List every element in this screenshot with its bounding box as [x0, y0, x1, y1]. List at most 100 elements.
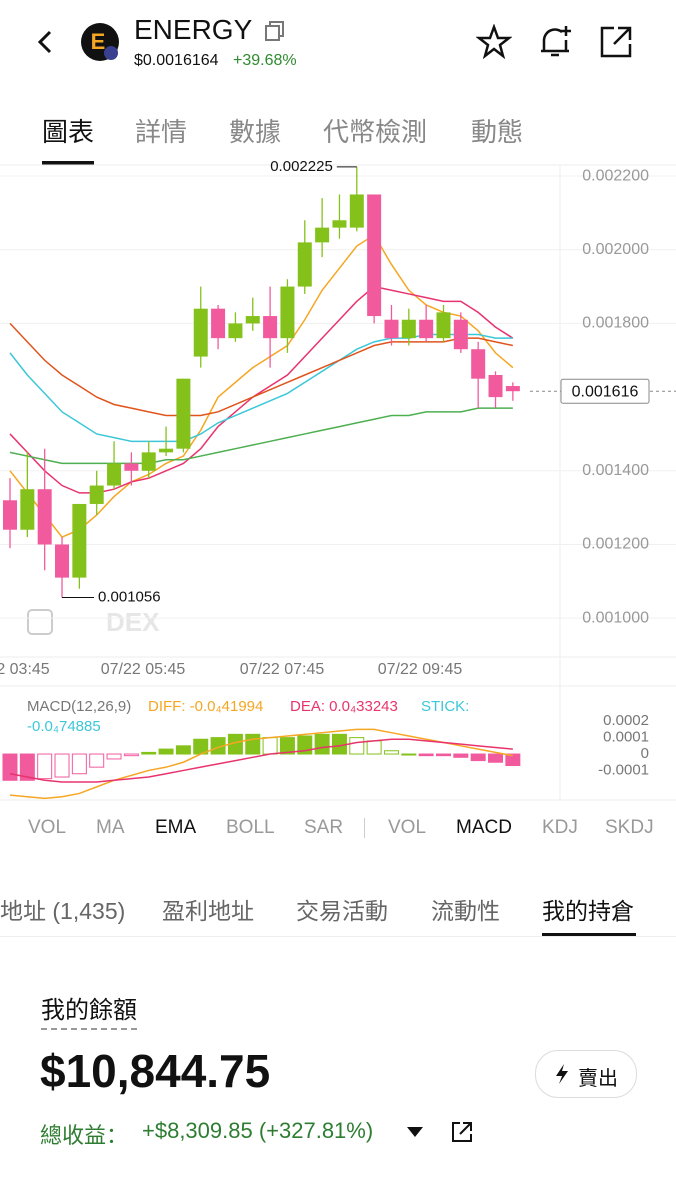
- indicator-tab[interactable]: EMA: [155, 817, 197, 838]
- macd-bar: [418, 753, 434, 757]
- sub-tab[interactable]: 流動性: [431, 898, 500, 924]
- macd-bar: [436, 753, 451, 757]
- x-tick-label: 2 03:45: [0, 661, 50, 678]
- candle-body: [297, 242, 312, 287]
- indicator-tab[interactable]: VOL: [388, 817, 427, 838]
- macd-bar: [37, 753, 53, 780]
- token-logo: E: [81, 23, 119, 61]
- favorite-icon[interactable]: [476, 24, 512, 60]
- token-price: $0.0016164: [134, 52, 219, 69]
- macd-bar: [89, 753, 105, 768]
- candle-body: [228, 323, 243, 339]
- sell-button[interactable]: 賣出: [535, 1050, 637, 1098]
- candle-body: [349, 194, 364, 228]
- macd-title: MACD(12,26,9): [27, 698, 131, 715]
- macd-tick-label: -0.0001: [598, 761, 649, 778]
- candle-body: [159, 448, 174, 453]
- sub-tab[interactable]: 交易活動: [296, 898, 388, 924]
- macd-bar: [279, 737, 295, 755]
- candle-body: [55, 544, 70, 578]
- indicator-tab[interactable]: BOLL: [226, 817, 275, 838]
- fullscreen-icon[interactable]: [27, 609, 53, 635]
- candle-body: [436, 312, 451, 339]
- y-tick-label: 0.002000: [582, 241, 649, 258]
- sub-tab[interactable]: 地址 (1,435): [0, 898, 126, 924]
- separator: [364, 818, 365, 838]
- tab[interactable]: 圖表: [42, 117, 95, 147]
- ma-line: [9, 333, 513, 443]
- sub-tab[interactable]: 我的持倉: [542, 898, 634, 924]
- macd-bar: [245, 733, 261, 755]
- macd-bar: [106, 753, 122, 760]
- macd-bar: [71, 753, 87, 775]
- macd-tick-label: 0: [641, 745, 649, 762]
- macd-stick: STICK:: [421, 698, 469, 715]
- y-tick-label: 0.001800: [582, 315, 649, 332]
- macd-bar: [383, 750, 399, 755]
- high-label: 0.002225: [270, 158, 333, 175]
- sub-tab-underline: [542, 933, 636, 936]
- low-label: 0.001056: [98, 588, 161, 605]
- copy-icon[interactable]: [264, 20, 286, 42]
- candle-body: [315, 227, 330, 243]
- macd-diff: DIFF: -0.0₄41994: [148, 698, 263, 715]
- candle-body: [384, 319, 399, 339]
- candle-body: [124, 463, 139, 471]
- macd-bar: [366, 740, 382, 755]
- candle-body: [3, 500, 17, 530]
- macd-bar: [488, 753, 504, 763]
- dropdown-icon[interactable]: [405, 1124, 425, 1140]
- indicator-tab[interactable]: MACD: [456, 817, 512, 838]
- macd-dea: DEA: 0.0₄33243: [290, 698, 398, 715]
- candle-body: [193, 308, 208, 357]
- macd-line: [9, 728, 513, 800]
- macd-tick-label: 0.0002: [603, 712, 649, 729]
- indicator-tab[interactable]: KDJ: [542, 817, 578, 838]
- sub-tab[interactable]: 盈利地址: [162, 898, 254, 924]
- indicator-tab[interactable]: MA: [96, 817, 125, 838]
- candle-body: [488, 375, 503, 398]
- external-icon[interactable]: [450, 1120, 474, 1144]
- alert-icon[interactable]: [536, 22, 576, 62]
- candle-body: [245, 316, 260, 324]
- candle-body: [263, 316, 278, 339]
- back-button[interactable]: [30, 28, 60, 58]
- macd-bar: [453, 753, 469, 758]
- indicator-tab[interactable]: SKDJ: [605, 817, 654, 838]
- candle-body: [280, 286, 295, 339]
- y-tick-label: 0.001000: [582, 609, 649, 626]
- indicator-tab[interactable]: VOL: [28, 817, 67, 838]
- sell-label[interactable]: 賣出: [578, 1068, 618, 1090]
- pnl-label: 總收益：: [40, 1123, 129, 1148]
- macd-bar: [123, 753, 139, 757]
- y-tick-label: 0.002200: [582, 167, 649, 184]
- macd-bar: [2, 753, 18, 781]
- pnl-value: +$8,309.85 (+327.81%): [142, 1118, 374, 1143]
- tab[interactable]: 數據: [229, 117, 282, 147]
- candle-body: [401, 319, 416, 339]
- divider: [0, 936, 676, 937]
- macd-bar: [349, 737, 365, 755]
- ma-line: [9, 407, 513, 465]
- balance-label[interactable]: 我的餘額: [41, 990, 137, 1030]
- current-price-label: 0.001616: [572, 383, 639, 400]
- price-chart: DEX 0.002200 0.002000 0.001800 0.001400 0.00…: [0, 158, 676, 801]
- candle-body: [20, 489, 35, 530]
- y-tick-label: 0.001200: [582, 536, 649, 553]
- macd-tick-label: 0.0001: [603, 729, 649, 746]
- macd-bar: [401, 753, 417, 756]
- tab[interactable]: 詳情: [135, 117, 188, 147]
- candle-body: [332, 220, 347, 228]
- ma-line: [9, 233, 514, 539]
- watermark: DEX: [106, 607, 160, 637]
- tab[interactable]: 代幣檢測: [323, 117, 428, 147]
- y-tick-label: 0.001400: [582, 462, 649, 479]
- macd-stick-value: -0.0₄74885: [27, 718, 101, 735]
- tab[interactable]: 動態: [471, 117, 524, 147]
- macd-bar: [262, 737, 278, 755]
- indicator-tab[interactable]: SAR: [304, 817, 344, 838]
- macd-bar: [505, 753, 521, 767]
- share-icon[interactable]: [598, 24, 634, 60]
- macd-bar: [19, 753, 35, 781]
